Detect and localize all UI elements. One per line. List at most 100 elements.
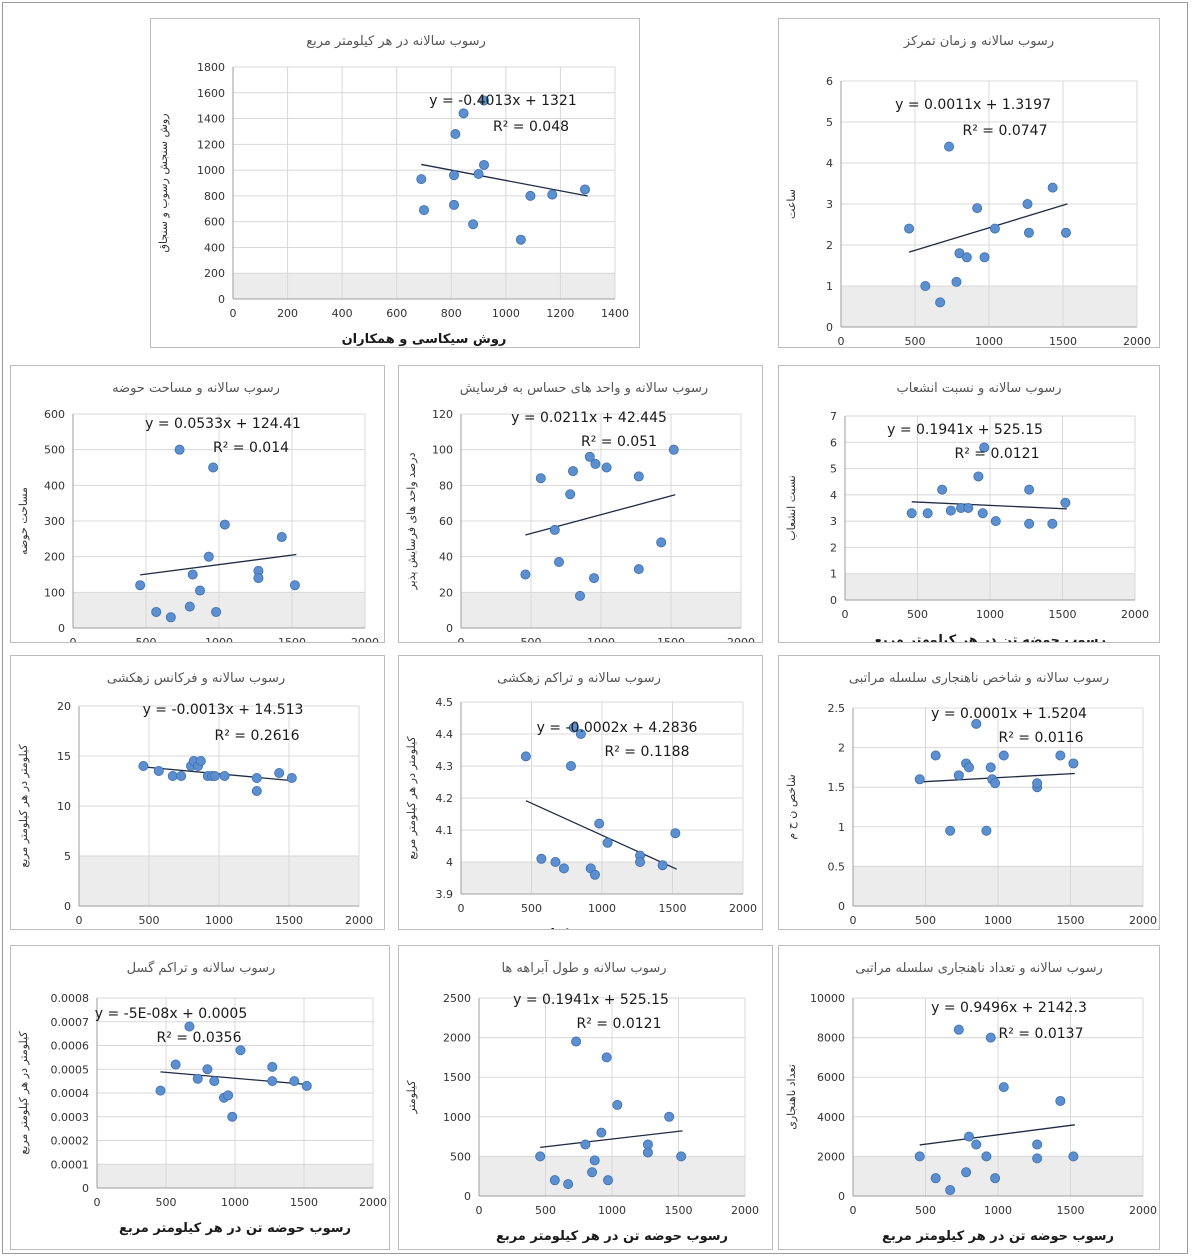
y-tick-label: 2.5 (828, 702, 846, 715)
plot-band (233, 273, 615, 299)
data-point (479, 159, 490, 170)
x-tick-label: 1500 (665, 1204, 693, 1217)
y-tick-label: 2 (830, 541, 837, 554)
chart-title: رسوب سالانه و تراکم گسل (127, 960, 276, 976)
r-squared-label: R² = 0.014 (213, 440, 289, 456)
y-tick-label: 500 (44, 444, 65, 457)
data-point (575, 729, 586, 740)
data-point (601, 1052, 612, 1063)
data-point (468, 219, 479, 230)
x-tick-label: 2000 (1129, 914, 1157, 927)
data-point (1024, 484, 1035, 495)
trendline (421, 163, 588, 197)
trend-equation: y = 0.0011x + 1.3197 (895, 97, 1051, 113)
y-tick-label: 4.1 (436, 824, 454, 837)
data-point (971, 718, 982, 729)
x-tick-label: 1000 (205, 636, 233, 642)
data-point (633, 564, 644, 575)
trendline (919, 1124, 1075, 1146)
data-point (920, 280, 931, 291)
y-tick-label: 600 (204, 216, 225, 229)
x-tick-label: 2000 (729, 902, 757, 915)
y-tick-label: 60 (439, 515, 453, 528)
data-point (579, 184, 590, 195)
data-point (563, 1179, 574, 1190)
data-point (536, 853, 547, 864)
data-point (963, 762, 974, 773)
x-tick-label: 500 (907, 608, 928, 621)
data-point (642, 1147, 653, 1158)
y-tick-label: 200 (204, 267, 225, 280)
data-point (153, 766, 164, 777)
data-point (449, 199, 460, 210)
y-tick-label: 2000 (817, 1150, 845, 1163)
x-tick-label: 1500 (659, 902, 687, 915)
data-point (520, 569, 531, 580)
chart-svg-c3: 0 500 1000 1500 2000 0 100 200 300 400 500 600 رسوب … (17, 381, 379, 642)
data-point (195, 585, 206, 596)
y-tick-label: 5 (826, 116, 833, 129)
data-point (1068, 1151, 1079, 1162)
data-point (985, 1032, 996, 1043)
chart-panel-c3: 0 500 1000 1500 2000 0 100 200 300 400 500 600 رسوب … (10, 365, 385, 643)
data-point (155, 1085, 166, 1096)
r-squared-label: R² = 0.0356 (157, 1030, 242, 1046)
x-tick-label: 0 (230, 307, 237, 320)
x-axis-label: رسوب حوضه تن در هر کیلومتر مربع (496, 1229, 728, 1244)
trend-equation: y = 0.0211x + 42.445 (511, 410, 667, 426)
data-point (187, 569, 198, 580)
data-point (549, 1175, 560, 1186)
data-point (584, 451, 595, 462)
data-point (587, 1167, 598, 1178)
data-point (676, 1151, 687, 1162)
r-squared-label: R² = 0.0116 (999, 730, 1084, 746)
y-tick-label: 600 (44, 408, 65, 421)
data-point (203, 551, 214, 562)
data-point (1068, 758, 1079, 769)
data-point (418, 205, 429, 216)
x-tick-label: 1500 (275, 914, 303, 927)
y-tick-label: 4.4 (436, 728, 454, 741)
data-point (930, 1173, 941, 1184)
y-tick-label: 2 (826, 239, 833, 252)
x-tick-label: 1000 (205, 914, 233, 927)
x-tick-label: 0 (838, 335, 845, 347)
data-point (961, 1167, 972, 1178)
x-tick-label: 0 (70, 636, 77, 642)
x-tick-label: 1000 (984, 914, 1012, 927)
x-tick-label: 500 (915, 1204, 936, 1217)
chart-svg-c2: 0 500 1000 1500 2000 0 1 2 3 4 5 6 رسوب سالانه و زما… (785, 34, 1151, 347)
data-point (601, 462, 612, 473)
y-tick-label: 1 (826, 280, 833, 293)
data-point (937, 484, 948, 495)
data-point (219, 519, 230, 530)
trendline (911, 501, 1067, 510)
trend-equation: y = -0.0013x + 14.513 (143, 702, 304, 718)
chart-svg-c6: 0 500 1000 1500 2000 3.9 4 4.1 4.2 4.3 4.4 4.5 رسوب … (405, 671, 757, 929)
x-axis-label: رسوب حوضه تن در هر کیلومتر مربع (874, 633, 1106, 642)
trend-equation: y = 0.0533x + 124.41 (145, 416, 301, 432)
x-tick-label: 1000 (588, 902, 616, 915)
data-point (985, 762, 996, 773)
chart-panel-c2: 0 500 1000 1500 2000 0 1 2 3 4 5 6 رسوب سالانه و زما… (778, 18, 1160, 348)
chart-svg-c1: 0 200 400 600 800 1000 1200 1400 0 200 400 600 800 10… (157, 34, 629, 347)
data-point (981, 1151, 992, 1162)
x-tick-label: 500 (535, 1204, 556, 1217)
y-tick-label: 40 (439, 551, 453, 564)
data-point (479, 95, 490, 106)
data-point (589, 1155, 600, 1166)
y-tick-label: 1.5 (828, 781, 846, 794)
x-tick-label: 2000 (345, 914, 373, 927)
y-axis-label: کیلومتر (405, 1080, 418, 1115)
x-tick-label: 1500 (1057, 914, 1085, 927)
data-point (289, 580, 300, 591)
chart-svg-c9: 0 500 1000 1500 2000 0 0.0001 0.0002 0.0003 0.000… (17, 960, 387, 1236)
chart-svg-c7: 0 500 1000 1500 2000 0 5 10 15 20 رسوب سالانه و فر… (17, 671, 373, 927)
x-tick-label: 2000 (1121, 608, 1149, 621)
x-tick-label: 0 (850, 1204, 857, 1217)
data-point (1060, 227, 1071, 238)
y-tick-label: 800 (204, 190, 225, 203)
data-point (589, 869, 600, 880)
data-point (209, 771, 220, 782)
trendline (540, 1130, 683, 1148)
